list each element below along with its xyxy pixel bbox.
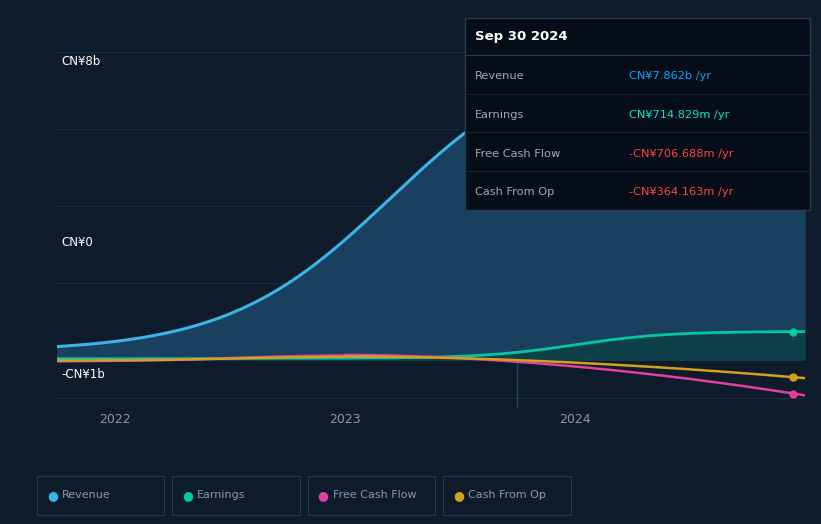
- Text: ●: ●: [318, 489, 328, 501]
- Text: Revenue: Revenue: [475, 71, 524, 81]
- Text: CN¥0: CN¥0: [62, 236, 93, 248]
- Text: CN¥7.862b /yr: CN¥7.862b /yr: [629, 71, 711, 81]
- Text: Free Cash Flow: Free Cash Flow: [475, 149, 560, 159]
- Text: Cash From Op: Cash From Op: [475, 187, 554, 197]
- Text: Sep 30 2024: Sep 30 2024: [475, 30, 567, 43]
- Text: Cash From Op: Cash From Op: [468, 490, 546, 500]
- Text: CN¥714.829m /yr: CN¥714.829m /yr: [629, 110, 729, 120]
- Text: ●: ●: [453, 489, 464, 501]
- Text: -CN¥1b: -CN¥1b: [62, 368, 105, 381]
- Text: -CN¥706.688m /yr: -CN¥706.688m /yr: [629, 149, 733, 159]
- Text: -CN¥364.163m /yr: -CN¥364.163m /yr: [629, 187, 733, 197]
- Text: Free Cash Flow: Free Cash Flow: [333, 490, 416, 500]
- Text: Past: Past: [747, 53, 770, 63]
- Text: ●: ●: [47, 489, 57, 501]
- Text: CN¥8b: CN¥8b: [62, 55, 100, 68]
- Text: Revenue: Revenue: [62, 490, 110, 500]
- Text: Earnings: Earnings: [197, 490, 245, 500]
- Text: Earnings: Earnings: [475, 110, 524, 120]
- Text: ●: ●: [182, 489, 193, 501]
